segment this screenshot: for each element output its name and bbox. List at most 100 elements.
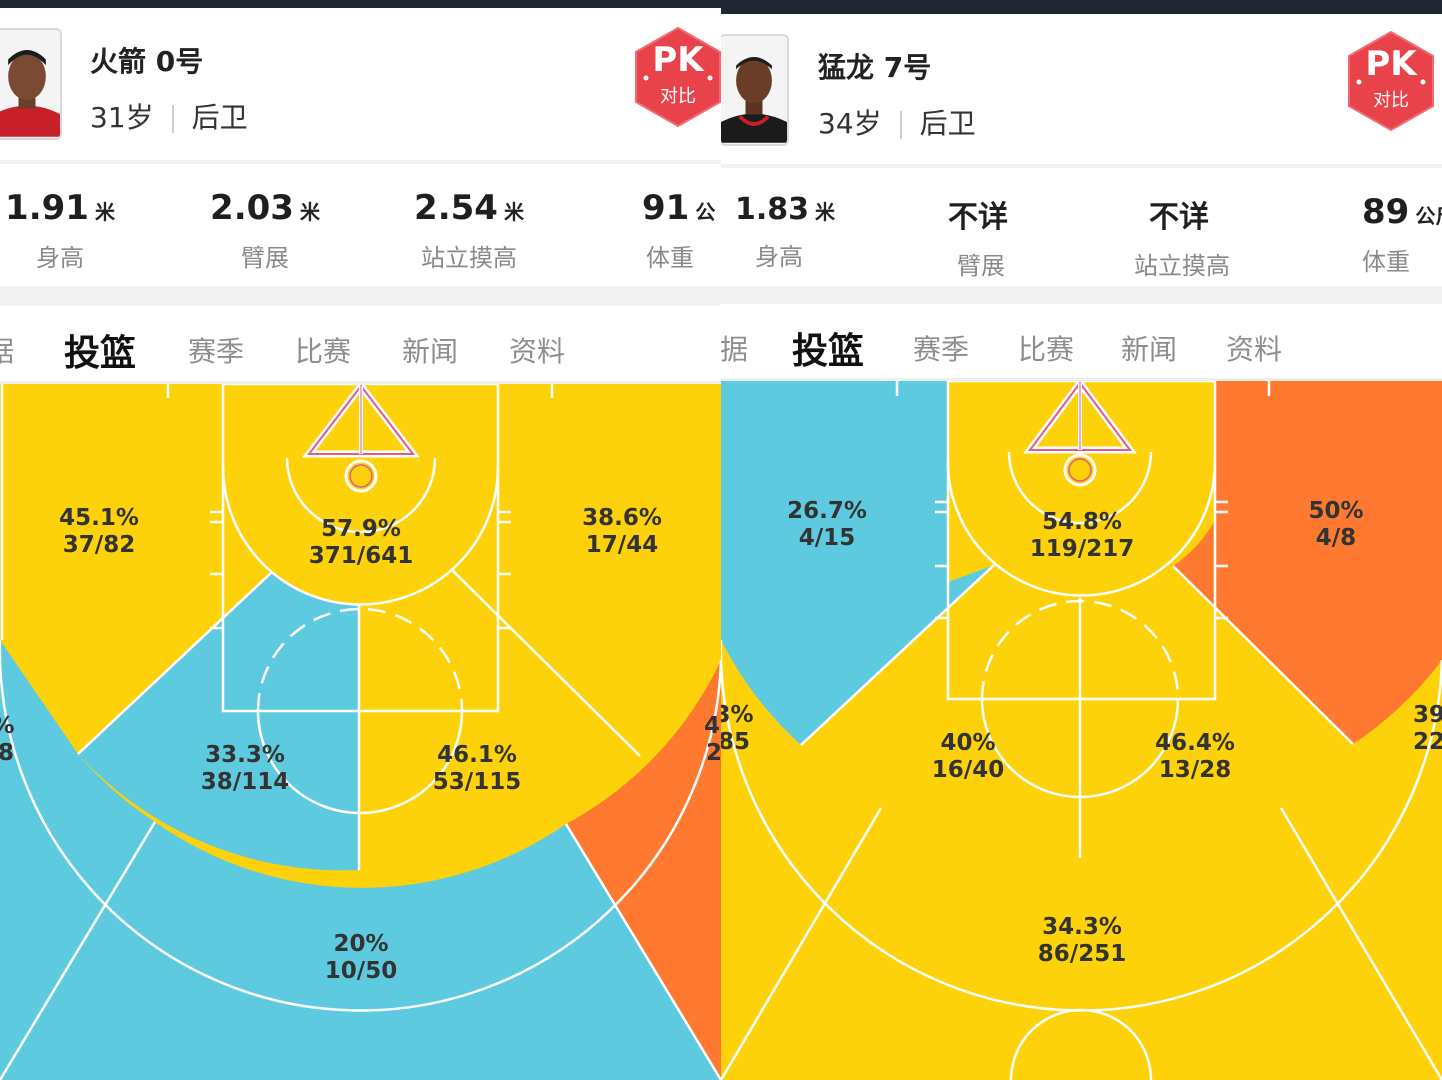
metric-value: 1.83 [735, 192, 810, 227]
avatar-portrait-icon [721, 37, 787, 143]
tab-news[interactable]: 新闻 [1121, 333, 1178, 366]
zone-right-corner3[interactable] [566, 660, 721, 1080]
metric-unit: 米 [815, 200, 836, 224]
metric-value: 2.54 [414, 188, 498, 228]
tab-news[interactable]: 新闻 [402, 335, 459, 368]
metric-weight: 91 公 体重 [642, 188, 721, 273]
zone-top3-frac: 86/251 [1038, 941, 1126, 967]
metric-label: 臂展 [241, 244, 289, 272]
tab-profile[interactable]: 资料 [509, 335, 566, 368]
metric-label: 身高 [36, 244, 84, 272]
zone-right-paint-pct: 46.4% [1155, 730, 1235, 756]
player-name: 火箭 0号 [90, 45, 204, 78]
player-info: 34岁 后卫 [818, 102, 976, 142]
zone-restricted-frac: 371/641 [309, 543, 413, 569]
metric-value: 91 [642, 188, 690, 228]
zone-left-paint-pct: 40% [940, 730, 995, 756]
shot-chart: 26.7% 4/15 54.8% 119/217 50% 4/8 40% 16/… [721, 381, 1442, 1080]
metric-height: 1.91 米 身高 [0, 188, 120, 273]
metric-unit: 米 [503, 200, 524, 224]
avatar-portrait-icon [0, 31, 60, 137]
tab-season[interactable]: 赛季 [913, 333, 970, 366]
zone-restricted-pct: 54.8% [1042, 509, 1122, 535]
tab-underline [0, 381, 721, 384]
player-info: 31岁 后卫 [90, 96, 248, 136]
status-bar [0, 0, 721, 8]
pk-hexagon-icon [1348, 30, 1434, 132]
pk-sublabel: 对比 [660, 86, 696, 107]
zone-left-mid-upper-frac: 37/82 [63, 532, 135, 558]
zone-right-mid-upper-pct: 38.6% [582, 505, 662, 531]
header-divider [721, 164, 1442, 168]
metric-label: 身高 [755, 243, 803, 271]
metric-label: 站立摸高 [1134, 252, 1230, 280]
pk-compare-button[interactable]: PK 对比 [632, 26, 721, 128]
pk-label: PK [652, 40, 704, 80]
player-header: 猛龙 7号 34岁 后卫 PK 对比 [721, 14, 1442, 164]
player-name: 猛龙 7号 [818, 51, 932, 84]
pk-label: PK [1365, 44, 1417, 84]
zone-right-mid-upper-frac: 17/44 [586, 532, 658, 558]
zone-left-corner3[interactable] [0, 640, 155, 1080]
zone-left-paint-frac: 16/40 [932, 757, 1004, 783]
body-metrics: 1.91 米 身高 2.03 米 臂展 2.54 米 站立摸高 91 公 体重 [0, 166, 721, 286]
zone-restricted-frac: 119/217 [1030, 536, 1134, 562]
tab-bar: 据 投篮 赛季 比赛 新闻 资料 [721, 304, 1442, 380]
player-panel-left: 火箭 0号 31岁 后卫 PK 对比 1.91 米 身高 2.03 米 臂展 2.54… [0, 0, 721, 1080]
zone-left-corner3-pct: % [0, 713, 15, 739]
zone-left-corner3-frac: 8 [0, 740, 14, 766]
zone-top3-pct: 34.3% [1042, 914, 1122, 940]
zone-right-mid-upper-frac: 4/8 [1316, 525, 1356, 551]
body-metrics: 1.83米 身高 不详 臂展 不详 站立摸高 89公斤 体重 [721, 168, 1442, 288]
info-separator [899, 111, 902, 139]
tab-bar: 据 投篮 赛季 比赛 新闻 资料 [0, 306, 721, 382]
tab-profile[interactable]: 资料 [1226, 333, 1283, 366]
zone-left-mid-upper-pct: 45.1% [59, 505, 139, 531]
tab-games[interactable]: 比赛 [295, 335, 352, 368]
tab-season[interactable]: 赛季 [188, 335, 245, 368]
metric-value: 89 [1362, 192, 1410, 232]
player-avatar[interactable] [721, 34, 789, 146]
header-divider [0, 160, 721, 164]
zone-right-corner3-pct: 4 [704, 713, 720, 739]
zone-left-paint-pct: 33.3% [205, 742, 285, 768]
tab-shooting[interactable]: 投篮 [64, 333, 137, 374]
zone-left-paint-frac: 38/114 [201, 769, 289, 795]
metric-wingspan: 不详 臂展 [931, 192, 1031, 281]
metric-standing-reach: 2.54 米 站立摸高 [404, 188, 534, 273]
info-separator [171, 105, 174, 133]
player-header: 火箭 0号 31岁 后卫 PK 对比 [0, 8, 721, 158]
metric-value: 1.91 [5, 188, 89, 228]
tab-games[interactable]: 比赛 [1018, 333, 1075, 366]
zone-right-corner3-pct: 39 [1413, 702, 1442, 728]
player-age: 34岁 [818, 107, 882, 140]
pk-hexagon-icon [635, 26, 721, 128]
zone-restricted-pct: 57.9% [321, 516, 401, 542]
zone-right-paint-pct: 46.1% [437, 742, 517, 768]
tab-shooting[interactable]: 投篮 [792, 331, 865, 372]
section-divider [0, 286, 721, 306]
tab-underline [721, 378, 1442, 381]
metric-value: 不详 [1149, 200, 1209, 235]
zone-right-mid-upper[interactable] [1173, 381, 1442, 744]
zone-top3[interactable] [0, 822, 721, 1080]
zone-right-mid-upper-pct: 50% [1308, 498, 1363, 524]
metric-value: 不详 [948, 200, 1008, 235]
metric-unit: 米 [94, 200, 115, 224]
player-panel-right: 猛龙 7号 34岁 后卫 PK 对比 1.83 米 身高 不详 臂展 不详 站立摸高 [721, 0, 1442, 1080]
zone-left-mid-upper[interactable] [721, 381, 994, 745]
metric-unit: 米 [299, 200, 320, 224]
metric-label: 站立摸高 [421, 244, 517, 272]
zone-top3-frac: 10/50 [325, 958, 397, 984]
zone-right-corner3-frac: 22 [1413, 729, 1442, 755]
player-avatar[interactable] [0, 28, 62, 140]
metric-value: 2.03 [210, 188, 294, 228]
tab-stats[interactable]: 据 [721, 333, 749, 366]
zone-left-mid-upper-pct: 26.7% [787, 498, 867, 524]
section-divider [721, 286, 1442, 304]
pk-compare-button[interactable]: PK 对比 [1345, 30, 1437, 132]
metric-wingspan: 2.03 米 臂展 [205, 188, 325, 273]
zone-left-paint[interactable] [78, 572, 359, 871]
tab-stats[interactable]: 据 [0, 335, 15, 368]
metric-label: 体重 [1362, 248, 1410, 276]
